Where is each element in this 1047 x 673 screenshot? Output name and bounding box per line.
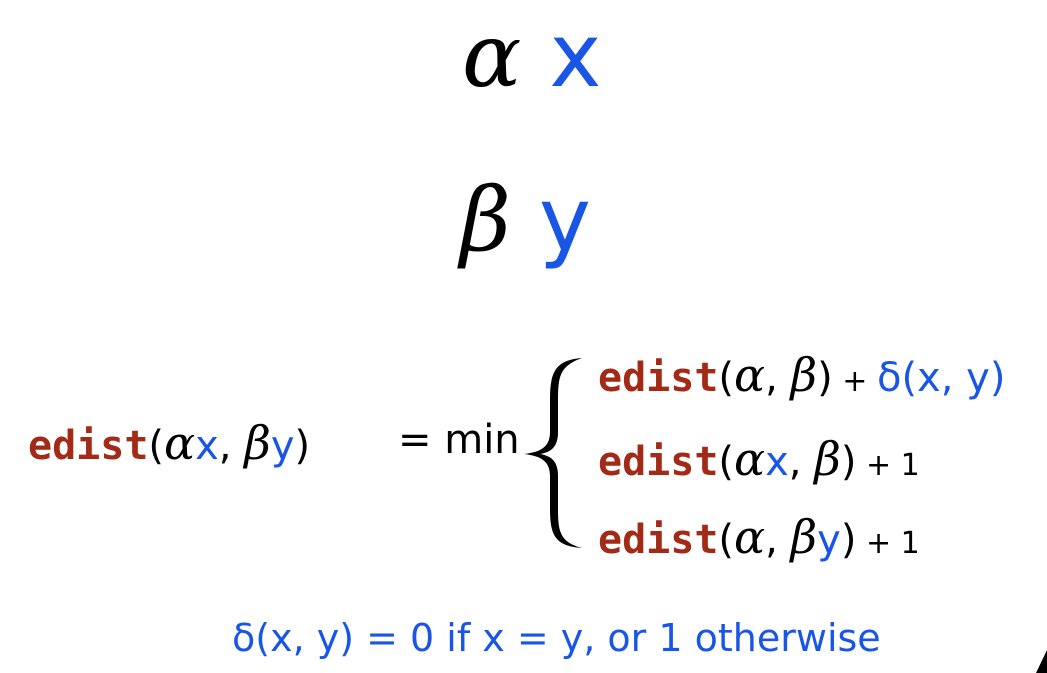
cost-one: 1 xyxy=(900,448,920,483)
left-brace-icon xyxy=(524,358,582,548)
plus-operator: + xyxy=(856,526,901,561)
close-paren: ) xyxy=(840,517,857,563)
y-symbol: y xyxy=(538,168,591,271)
plus-operator: + xyxy=(832,364,877,399)
beta-symbol: β xyxy=(460,168,511,271)
open-paren: ( xyxy=(718,517,735,563)
case-row-1: edist(α, β) + δ(x, y) xyxy=(598,352,1005,398)
y-symbol: y xyxy=(817,517,841,563)
edist-function-name: edist xyxy=(598,517,719,563)
x-symbol: x xyxy=(765,439,789,485)
close-paren: ) xyxy=(840,439,857,485)
alpha-symbol: α xyxy=(734,432,766,486)
beta-symbol: β xyxy=(790,348,818,402)
case-row-3: edist(α, βy) + 1 xyxy=(598,514,920,560)
x-symbol: x xyxy=(549,4,602,107)
cost-one: 1 xyxy=(900,526,920,561)
plus-operator: + xyxy=(856,448,901,483)
y-symbol: y xyxy=(270,423,295,469)
equals-min-operator: = min xyxy=(398,417,520,463)
beta-symbol: β xyxy=(790,510,818,564)
beta-symbol: β xyxy=(244,416,271,470)
x-symbol: x xyxy=(195,423,219,469)
alpha-symbol: α xyxy=(164,416,196,470)
open-paren: ( xyxy=(718,355,735,401)
alpha-x-label: α x xyxy=(462,12,602,100)
comma: , xyxy=(218,423,245,469)
equation-lhs: edist(αx, βy) xyxy=(28,420,310,466)
comma: , xyxy=(765,517,791,563)
close-paren: ) xyxy=(294,423,311,469)
beta-y-label: β y xyxy=(460,176,591,264)
comma: , xyxy=(765,355,791,401)
case-row-2: edist(αx, β) + 1 xyxy=(598,436,920,482)
edist-function-name: edist xyxy=(598,355,719,401)
corner-fragment-icon xyxy=(1036,650,1047,673)
open-paren: ( xyxy=(148,423,165,469)
alpha-symbol: α xyxy=(734,348,766,402)
edist-function-name: edist xyxy=(28,423,149,469)
beta-symbol: β xyxy=(814,432,841,486)
alpha-symbol: α xyxy=(462,4,522,107)
comma: , xyxy=(788,439,815,485)
edist-function-name: edist xyxy=(598,439,719,485)
close-paren: ) xyxy=(817,355,833,401)
open-paren: ( xyxy=(718,439,735,485)
alpha-symbol: α xyxy=(734,510,766,564)
delta-definition: δ(x, y) = 0 if x = y, or 1 otherwise xyxy=(232,616,881,660)
delta-term: δ(x, y) xyxy=(876,355,1006,401)
